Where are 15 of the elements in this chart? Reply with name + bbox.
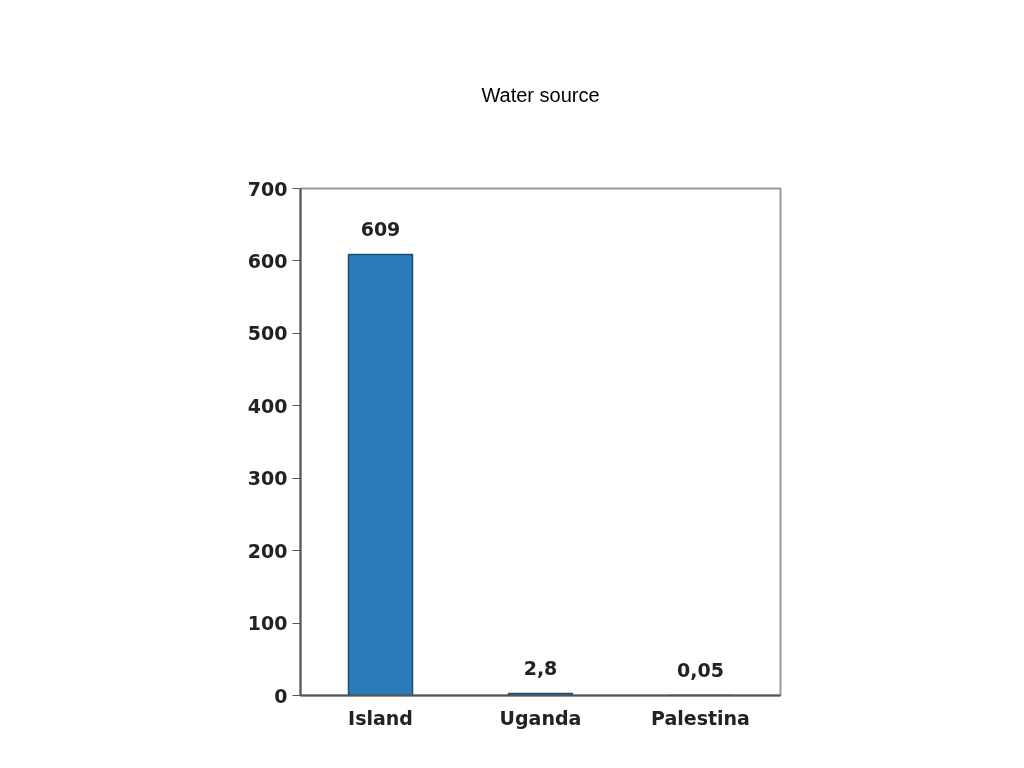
- chart-title: Water source: [481, 83, 600, 106]
- y-tick-label: 600: [247, 249, 288, 272]
- y-tick-label: 0: [274, 684, 288, 707]
- y-tick-label: 400: [247, 394, 288, 417]
- y-tick-label: 100: [247, 612, 288, 635]
- y-tick-label: 200: [247, 539, 288, 562]
- y-tick-label: 500: [247, 322, 288, 345]
- data-label: 0,05: [677, 659, 724, 682]
- x-tick-label: Palestina: [651, 706, 750, 729]
- data-label: 609: [360, 218, 401, 241]
- y-tick-label: 700: [247, 177, 288, 200]
- data-label: 2,8: [523, 657, 558, 680]
- x-tick-label: Island: [348, 706, 413, 729]
- y-tick-label: 300: [247, 467, 288, 490]
- x-tick-label: Uganda: [499, 706, 582, 729]
